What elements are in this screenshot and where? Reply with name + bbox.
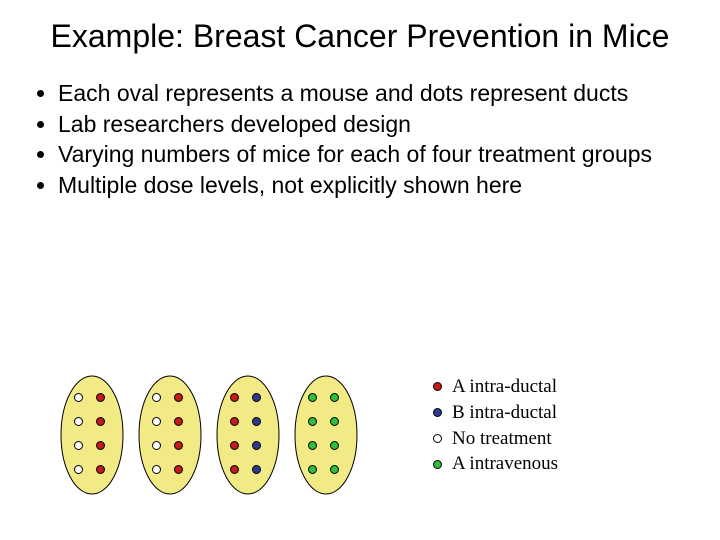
duct-dot bbox=[330, 441, 339, 450]
bullet-item: Lab researchers developed design bbox=[58, 110, 690, 139]
oval-icon bbox=[60, 375, 124, 495]
bullet-item: Each oval represents a mouse and dots re… bbox=[58, 79, 690, 108]
oval-icon bbox=[138, 375, 202, 495]
slide-title: Example: Breast Cancer Prevention in Mic… bbox=[30, 18, 690, 55]
duct-dot bbox=[230, 417, 239, 426]
oval-icon bbox=[216, 375, 280, 495]
duct-dot bbox=[96, 441, 105, 450]
legend-label: A intravenous bbox=[452, 452, 558, 476]
mouse-oval bbox=[138, 375, 202, 495]
duct-dot bbox=[96, 393, 105, 402]
legend-row: No treatment bbox=[433, 427, 558, 451]
duct-dot bbox=[96, 465, 105, 474]
legend-dot-icon bbox=[433, 460, 442, 469]
diagram-row: A intra-ductalB intra-ductalNo treatment… bbox=[60, 375, 558, 495]
duct-dot bbox=[230, 465, 239, 474]
legend: A intra-ductalB intra-ductalNo treatment… bbox=[433, 375, 558, 478]
duct-dot bbox=[308, 417, 317, 426]
duct-dot bbox=[174, 441, 183, 450]
bullet-list: Each oval represents a mouse and dots re… bbox=[30, 79, 690, 200]
duct-dot bbox=[330, 393, 339, 402]
legend-dot-icon bbox=[433, 382, 442, 391]
duct-dot bbox=[308, 441, 317, 450]
legend-row: A intravenous bbox=[433, 452, 558, 476]
legend-label: No treatment bbox=[452, 427, 552, 451]
duct-dot bbox=[174, 465, 183, 474]
legend-row: B intra-ductal bbox=[433, 401, 558, 425]
legend-dot-icon bbox=[433, 408, 442, 417]
ovals-container bbox=[60, 375, 358, 495]
legend-dot-icon bbox=[433, 434, 442, 443]
duct-dot bbox=[96, 417, 105, 426]
duct-dot bbox=[74, 441, 83, 450]
duct-dot bbox=[152, 393, 161, 402]
slide-container: Example: Breast Cancer Prevention in Mic… bbox=[0, 0, 720, 540]
duct-dot bbox=[330, 417, 339, 426]
duct-dot bbox=[74, 393, 83, 402]
duct-dot bbox=[152, 465, 161, 474]
legend-row: A intra-ductal bbox=[433, 375, 558, 399]
duct-dot bbox=[330, 465, 339, 474]
duct-dot bbox=[74, 465, 83, 474]
duct-dot bbox=[174, 393, 183, 402]
bullet-item: Multiple dose levels, not explicitly sho… bbox=[58, 171, 690, 200]
mouse-oval bbox=[216, 375, 280, 495]
oval-icon bbox=[294, 375, 358, 495]
duct-dot bbox=[252, 441, 261, 450]
duct-dot bbox=[252, 393, 261, 402]
duct-dot bbox=[308, 465, 317, 474]
duct-dot bbox=[74, 417, 83, 426]
mouse-oval bbox=[294, 375, 358, 495]
bullet-item: Varying numbers of mice for each of four… bbox=[58, 140, 690, 169]
legend-label: B intra-ductal bbox=[452, 401, 557, 425]
duct-dot bbox=[308, 393, 317, 402]
duct-dot bbox=[152, 441, 161, 450]
duct-dot bbox=[152, 417, 161, 426]
duct-dot bbox=[252, 417, 261, 426]
duct-dot bbox=[174, 417, 183, 426]
legend-label: A intra-ductal bbox=[452, 375, 557, 399]
duct-dot bbox=[230, 393, 239, 402]
duct-dot bbox=[230, 441, 239, 450]
mouse-oval bbox=[60, 375, 124, 495]
duct-dot bbox=[252, 465, 261, 474]
